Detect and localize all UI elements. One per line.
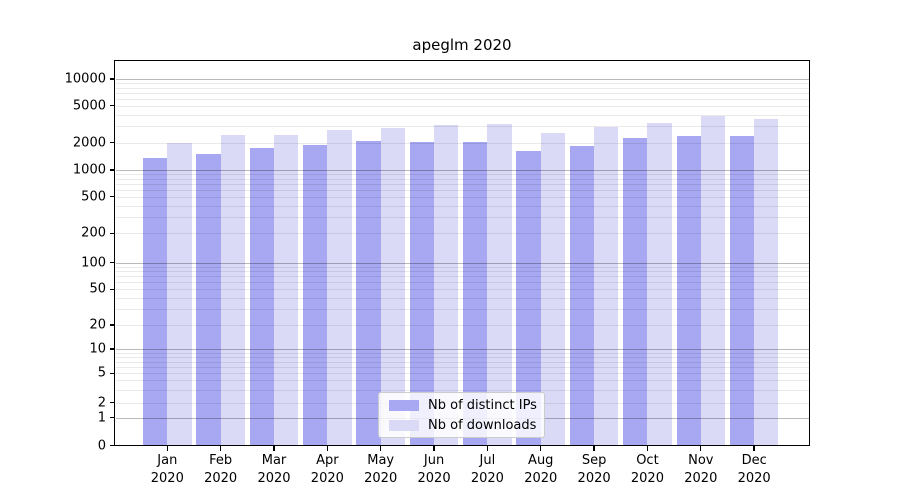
x-tick-mark — [326, 446, 329, 451]
y-tick-label: 200 — [81, 225, 106, 241]
x-tick-label: Mar 2020 — [257, 453, 291, 486]
y-tick-label: 1000 — [72, 162, 106, 178]
y-tick-label: 100 — [81, 255, 106, 271]
legend-row-downloads: Nb of downloads — [389, 418, 544, 433]
y-tick-label: 1 — [97, 410, 106, 426]
y-tick-label: 5 — [97, 365, 106, 381]
legend-label-distinct-ips: Nb of distinct IPs — [428, 397, 537, 413]
x-tick-mark — [219, 446, 222, 451]
chart-title: apeglm 2020 — [412, 36, 512, 54]
y-tick-label: 10000 — [64, 71, 106, 87]
y-tick-label: 50 — [89, 281, 106, 297]
legend-label-downloads: Nb of downloads — [428, 417, 537, 433]
y-tick-label: 2000 — [72, 135, 106, 151]
x-tick-label: Sep 2020 — [577, 453, 611, 486]
y-tick-label: 500 — [81, 189, 106, 205]
x-tick-mark — [166, 446, 168, 451]
x-tick-label: Apr 2020 — [310, 453, 344, 486]
legend: Nb of distinct IPs Nb of downloads — [378, 392, 545, 438]
x-tick-label: Jun 2020 — [417, 453, 451, 486]
x-tick-label: Nov 2020 — [684, 453, 718, 486]
x-tick-mark — [540, 446, 542, 451]
plot-frame — [114, 60, 810, 446]
x-tick-mark — [593, 446, 595, 451]
y-tick-label: 2 — [97, 395, 106, 411]
y-tick-label: 0 — [97, 438, 106, 454]
y-tick-label: 10 — [89, 341, 106, 357]
y-tick-label: 20 — [89, 317, 106, 333]
y-tick-label: 5000 — [72, 98, 106, 114]
x-tick-mark — [753, 446, 755, 451]
downloads-swatch-icon — [389, 419, 419, 431]
x-tick-label: Feb 2020 — [204, 453, 238, 486]
x-tick-mark — [433, 446, 435, 451]
x-tick-label: Aug 2020 — [524, 453, 558, 486]
x-tick-label: May 2020 — [364, 453, 398, 486]
distinct-ips-swatch-icon — [389, 399, 419, 411]
x-tick-label: Dec 2020 — [737, 453, 771, 486]
x-tick-label: Oct 2020 — [630, 453, 664, 486]
x-tick-mark — [646, 446, 649, 451]
x-tick-mark — [273, 446, 275, 451]
x-tick-mark — [380, 446, 382, 451]
x-tick-mark — [700, 446, 702, 451]
x-tick-mark — [486, 446, 489, 451]
x-tick-label: Jan 2020 — [150, 453, 184, 486]
x-tick-label: Jul 2020 — [470, 453, 504, 486]
legend-row-distinct-ips: Nb of distinct IPs — [389, 398, 544, 413]
